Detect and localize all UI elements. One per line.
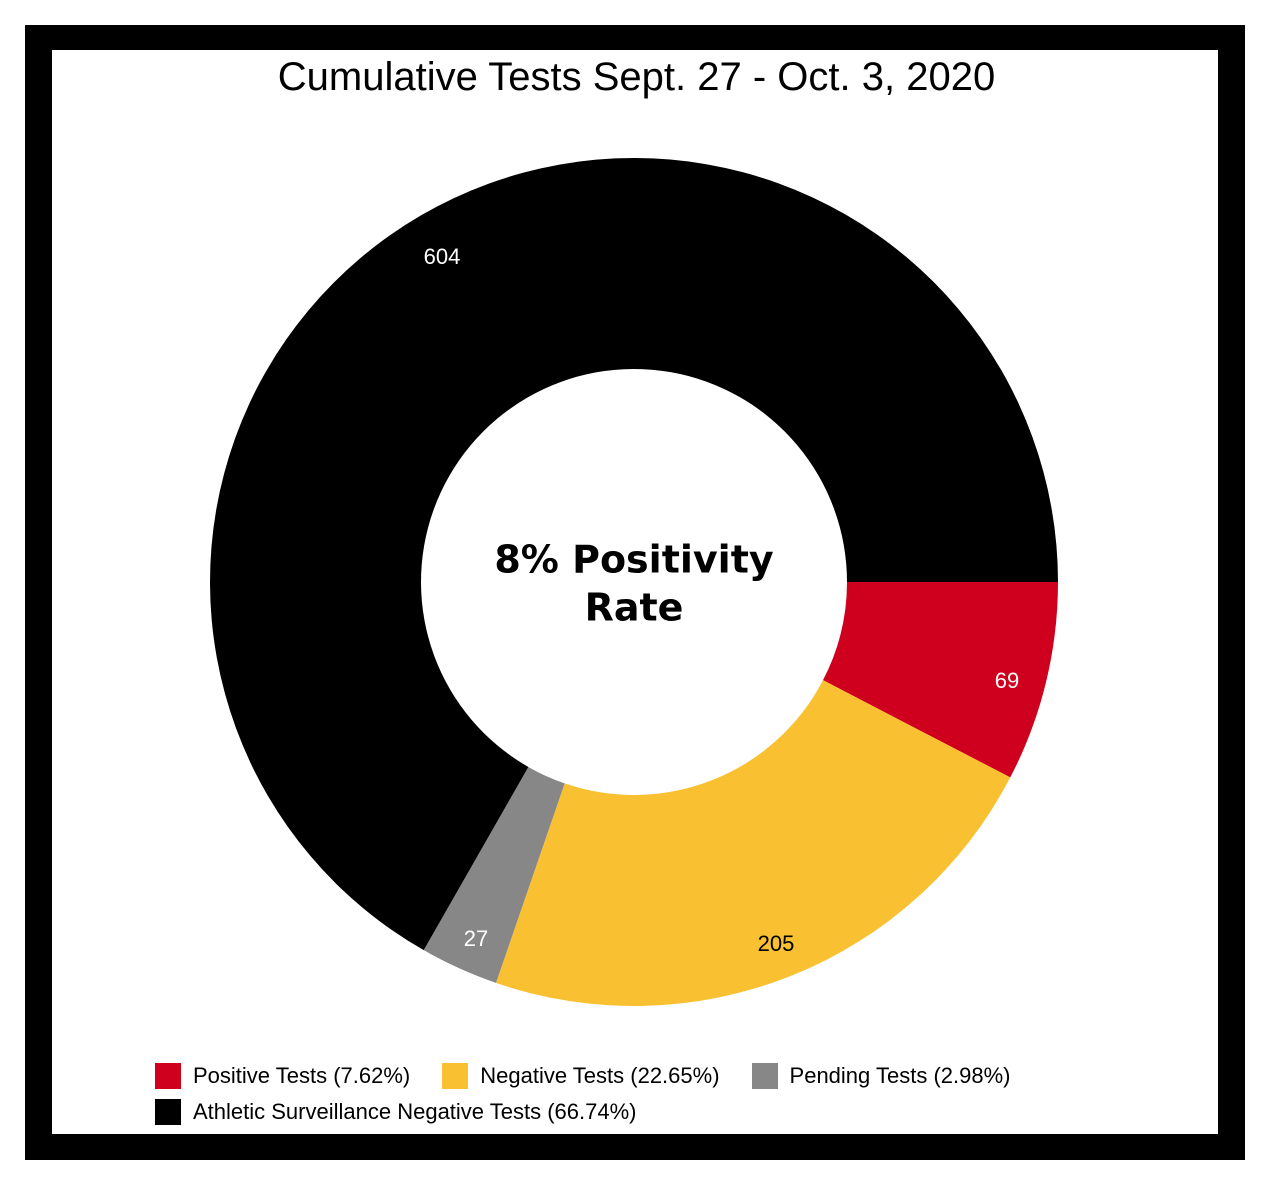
chart-title: Cumulative Tests Sept. 27 - Oct. 3, 2020 [277,55,996,99]
donut-slice [423,766,565,983]
legend: Positive Tests (7.62%) Negative Tests (2… [155,1058,1155,1130]
legend-swatch [442,1063,469,1089]
legend-row: Positive Tests (7.62%) Negative Tests (2… [155,1058,1155,1094]
center-text: Rate [585,586,684,630]
donut-slice [495,680,1011,1006]
donut-slice [823,582,1058,778]
legend-item-athletic: Athletic Surveillance Negative Tests (66… [155,1099,636,1125]
legend-label: Athletic Surveillance Negative Tests (66… [193,1099,637,1124]
data-label: 69 [995,668,1019,693]
legend-item-negative: Negative Tests (22.65%) [442,1063,720,1089]
data-label: 604 [424,244,461,269]
legend-swatch [155,1099,181,1125]
legend-item-pending: Pending Tests (2.98%) [751,1063,1011,1089]
legend-item-positive: Positive Tests (7.62%) [155,1063,410,1089]
data-label: 27 [464,926,488,951]
center-text: 8% Positivity [494,538,773,582]
donut-slice [210,157,1058,951]
legend-label: Positive Tests (7.62%) [193,1063,411,1088]
legend-label: Negative Tests (22.65%) [480,1063,720,1088]
legend-swatch [751,1063,778,1089]
data-label: 205 [758,931,795,956]
legend-row: Athletic Surveillance Negative Tests (66… [155,1094,1155,1130]
legend-label: Pending Tests (2.98%) [789,1063,1011,1088]
legend-swatch [155,1063,181,1089]
